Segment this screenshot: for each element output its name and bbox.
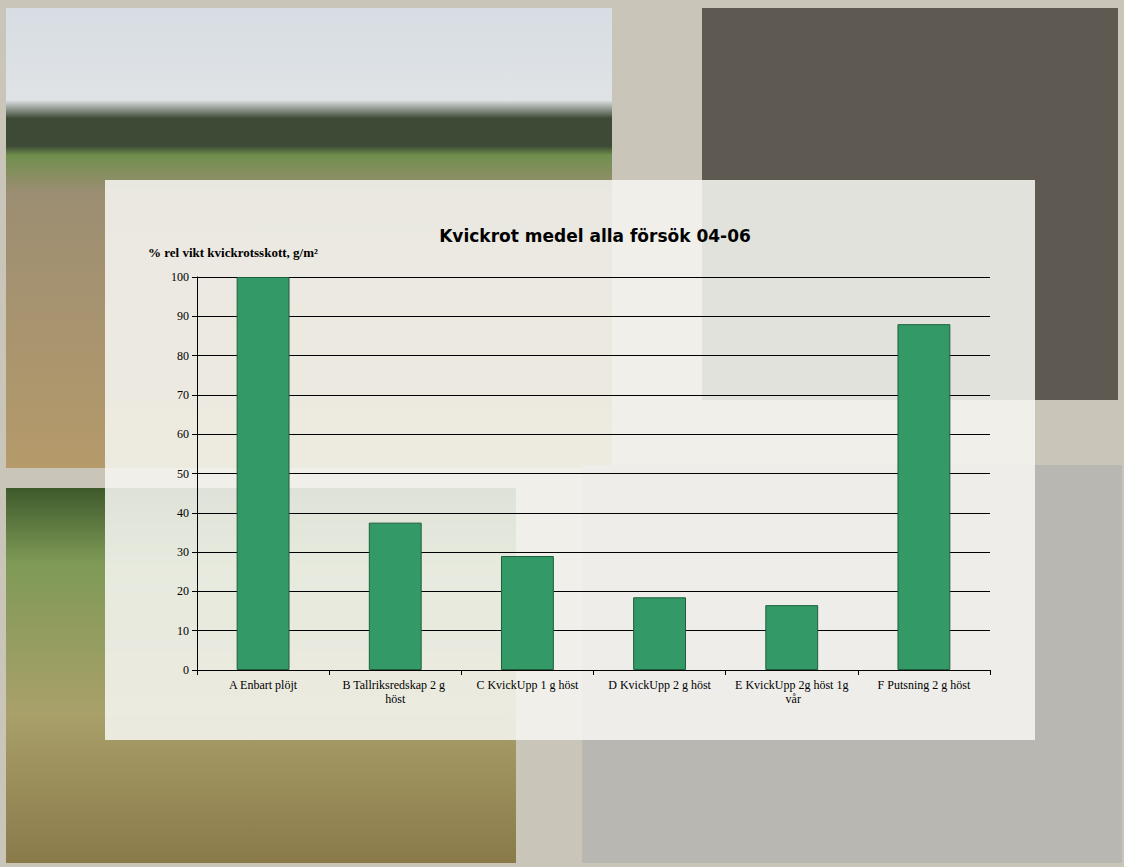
svg-text:80: 80 bbox=[177, 349, 189, 363]
svg-text:höst: höst bbox=[385, 692, 406, 706]
svg-text:% rel vikt kvickrotsskott, g/m: % rel vikt kvickrotsskott, g/m² bbox=[148, 245, 318, 260]
svg-text:100: 100 bbox=[171, 270, 189, 284]
svg-text:10: 10 bbox=[177, 624, 189, 638]
svg-text:F Putsning 2 g höst: F Putsning 2 g höst bbox=[878, 678, 971, 692]
svg-text:Kvickrot medel alla försök 04-: Kvickrot medel alla försök 04-06 bbox=[439, 226, 751, 246]
svg-text:A Enbart plöjt: A Enbart plöjt bbox=[229, 678, 298, 692]
svg-text:20: 20 bbox=[177, 584, 189, 598]
svg-text:40: 40 bbox=[177, 506, 189, 520]
svg-text:vår: vår bbox=[783, 692, 801, 706]
svg-text:E KvickUpp 2g höst 1g: E KvickUpp 2g höst 1g bbox=[735, 678, 848, 692]
svg-text:90: 90 bbox=[177, 309, 189, 323]
svg-text:D KvickUpp 2 g höst: D KvickUpp 2 g höst bbox=[608, 678, 711, 692]
svg-text:70: 70 bbox=[177, 388, 189, 402]
svg-text:0: 0 bbox=[183, 663, 189, 677]
svg-text:60: 60 bbox=[177, 427, 189, 441]
svg-text:B Tallriksredskap 2 g: B Tallriksredskap 2 g bbox=[342, 678, 448, 692]
svg-text:30: 30 bbox=[177, 545, 189, 559]
svg-text:50: 50 bbox=[177, 467, 189, 481]
svg-text:C KvickUpp 1 g höst: C KvickUpp 1 g höst bbox=[476, 678, 579, 692]
